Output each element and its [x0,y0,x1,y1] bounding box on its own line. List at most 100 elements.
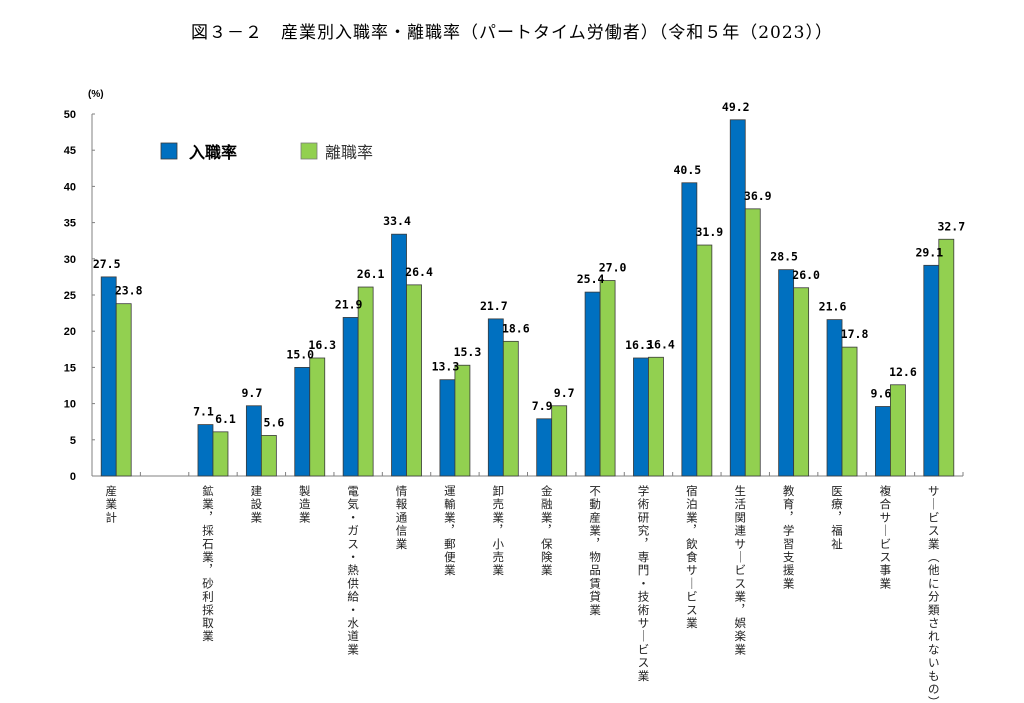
chart-title: 図３－２ 産業別入職率・離職率（パートタイム労働者）（令和５年（2023）） [191,23,833,43]
bar-separation-rate [260,435,277,477]
data-label-separation-rate: 27.0 [599,261,627,275]
data-label-separation-rate: 6.1 [215,412,236,426]
bar-separation-rate [696,244,713,477]
data-label-hiring-rate: 25.4 [577,272,605,286]
bar-separation-rate [212,431,229,477]
bar-hiring-rate [778,269,795,477]
bar-hiring-rate [197,424,214,477]
data-label-hiring-rate: 16.3 [625,338,653,352]
bar-separation-rate [115,303,132,477]
legend-label-hiring-rate: 入職率 [189,143,237,162]
data-label-hiring-rate: 29.1 [915,245,943,259]
bar-hiring-rate [294,366,311,477]
bar-separation-rate [502,340,519,477]
data-label-hiring-rate: 49.2 [722,100,750,114]
x-category-label: 電気・ガス・熱供給・水道業 [347,484,359,656]
bar-hiring-rate [875,406,891,477]
data-label-hiring-rate: 28.5 [770,250,798,264]
x-category-label: 金融業︐保険業 [541,484,553,577]
data-label-hiring-rate: 7.1 [193,405,214,419]
y-tick-label: 0 [70,471,76,483]
bars [100,119,955,477]
bar-hiring-rate [100,276,117,477]
bar-hiring-rate [439,379,456,477]
data-label-separation-rate: 32.7 [937,219,965,233]
x-category-label: 複合サ｜ビス事業 [880,484,892,590]
y-tick-label: 10 [64,399,76,411]
x-category-label: 産業計 [105,484,117,524]
data-label-separation-rate: 9.7 [554,386,575,400]
data-label-separation-rate: 23.8 [115,284,143,298]
legend-label-separation-rate: 離職率 [325,143,373,162]
data-label-hiring-rate: 9.6 [871,386,892,400]
x-category-label: 卸売業︐小売業 [493,484,505,577]
y-tick-label: 50 [64,109,76,121]
bar-hiring-rate [729,119,746,477]
data-label-hiring-rate: 9.7 [241,386,262,400]
bar-separation-rate [648,356,664,477]
legend-swatch-separation-rate [300,142,318,160]
data-label-separation-rate: 15.3 [454,345,482,359]
category-labels: 産業計 鉱業︐採石業︐砂利採取業 建設業 製造業 電気・ガス・熱供給・水道業 情報通信業 運… [105,484,940,703]
x-category-label: サ｜ビス業︵他に分類されないもの︶ [928,484,940,703]
y-unit-label: (%) [88,89,104,100]
y-tick-label: 30 [64,254,76,266]
legend-swatch-hiring-rate [160,142,178,160]
y-tick-label: 15 [64,362,76,374]
data-label-separation-rate: 31.9 [696,225,724,239]
x-category-label: 医療︐福祉 [831,484,843,551]
data-label-separation-rate: 16.3 [308,338,336,352]
x-axis [92,472,964,477]
bar-hiring-rate [923,264,940,477]
data-label-separation-rate: 18.6 [502,321,530,335]
x-category-label: 建設業 [251,484,263,524]
data-label-separation-rate: 12.6 [889,365,917,379]
bar-separation-rate [551,405,568,477]
x-category-label: 教育︐学習支援業 [783,484,795,590]
data-label-hiring-rate: 21.6 [819,300,847,314]
bar-separation-rate [599,280,616,477]
bar-separation-rate [793,287,810,477]
data-label-separation-rate: 36.9 [744,189,772,203]
data-label-hiring-rate: 7.9 [532,399,553,413]
data-label-hiring-rate: 40.5 [674,163,702,177]
legend: 入職率 離職率 [160,142,373,162]
y-tick-label: 40 [64,181,76,193]
bar-separation-rate [841,346,858,477]
x-category-label: 不動産業︐物品賃貸業 [589,484,601,617]
y-tick-label: 20 [64,326,76,338]
bar-hiring-rate [536,418,553,477]
data-label-separation-rate: 5.6 [263,415,284,429]
bar-separation-rate [454,364,471,477]
data-label-hiring-rate: 15.0 [286,347,314,361]
data-labels: 27.523.87.16.19.75.615.016.321.926.133.4… [93,100,965,430]
bar-hiring-rate [633,357,649,477]
bar-separation-rate [357,286,374,477]
data-label-hiring-rate: 13.3 [432,360,460,374]
bar-separation-rate [406,284,422,477]
x-category-label: 運輸業︐郵便業 [444,484,456,577]
data-label-hiring-rate: 27.5 [93,257,121,271]
x-category-label: 宿泊業︐飲食サ｜ビス業 [686,484,698,630]
data-label-separation-rate: 26.1 [357,267,385,281]
data-label-hiring-rate: 21.9 [335,297,363,311]
y-tick-label: 45 [64,145,76,157]
x-category-label: 情報通信業 [396,484,408,551]
bar-hiring-rate [245,405,262,477]
y-tick-label: 25 [64,290,76,302]
x-category-label: 鉱業︐採石業︐砂利採取業 [202,484,214,643]
data-label-hiring-rate: 21.7 [480,299,508,313]
y-tick-label: 35 [64,218,76,230]
bar-separation-rate [309,357,326,477]
x-category-label: 製造業 [299,484,311,524]
bar-hiring-rate [487,318,504,477]
bar-separation-rate [890,384,906,477]
bar-hiring-rate [826,319,843,477]
data-label-hiring-rate: 33.4 [383,214,411,228]
y-axis: 0 5 10 15 20 25 30 35 40 45 50 [64,109,95,483]
bar-hiring-rate [342,317,359,477]
y-tick-label: 5 [70,435,76,447]
data-label-separation-rate: 17.8 [841,327,869,341]
data-label-separation-rate: 26.4 [405,265,433,279]
